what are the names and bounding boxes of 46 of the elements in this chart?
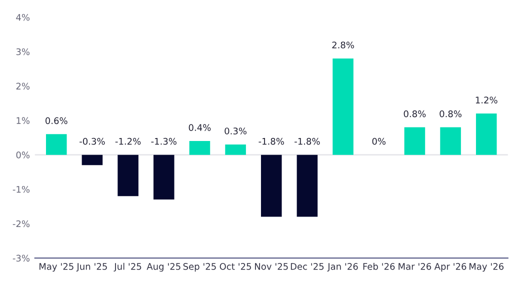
x-tick-label: Aug '25 <box>146 263 180 272</box>
data-label: -1.8% <box>258 138 284 145</box>
x-tick-label: Jun '25 <box>76 263 107 272</box>
bar <box>82 154 103 166</box>
data-label: 0.8% <box>404 110 426 118</box>
data-label: 0.3% <box>224 128 247 134</box>
bar <box>225 144 246 155</box>
y-tick-label: 2% <box>16 82 30 90</box>
y-tick-label: -1% <box>12 186 30 193</box>
bar <box>476 114 497 155</box>
x-tick-label: Dec '25 <box>290 263 324 270</box>
y-tick-label: 1% <box>16 117 30 124</box>
x-tick-label: May '26 <box>470 263 504 272</box>
x-tick-label: May '25 <box>40 263 74 272</box>
bar <box>404 127 426 155</box>
data-label: -0.3% <box>80 138 105 145</box>
x-tick-label: Apr '26 <box>434 263 466 272</box>
data-label: 2.8% <box>332 42 354 48</box>
y-tick-label: -3% <box>12 254 30 262</box>
y-tick-label: 3% <box>16 48 30 56</box>
bar <box>440 127 461 155</box>
x-tick-label: Mar '26 <box>398 263 432 270</box>
x-tick-label: Sep '25 <box>183 263 216 272</box>
x-tick-label: Oct '25 <box>220 263 251 270</box>
bar <box>296 154 318 217</box>
bar <box>46 134 67 155</box>
data-label: 0.6% <box>46 117 68 124</box>
bar <box>118 154 138 196</box>
x-tick-label: Jul '25 <box>114 262 142 272</box>
bar <box>189 141 210 155</box>
y-tick-label: 4% <box>16 14 30 21</box>
y-tick-label: 0% <box>16 152 30 158</box>
data-label: 0.8% <box>440 110 462 118</box>
bar <box>332 58 354 155</box>
x-tick-label: Jan '26 <box>327 263 358 272</box>
data-label: -1.8% <box>294 138 320 145</box>
data-label: 0.4% <box>188 124 211 131</box>
y-tick-label: -2% <box>12 220 30 228</box>
x-tick-label: Nov '25 <box>255 263 288 270</box>
data-label: -1.3% <box>151 138 176 145</box>
data-label: -1.2% <box>115 138 141 145</box>
bar <box>260 154 282 217</box>
bar <box>153 154 174 200</box>
x-tick-label: Feb '26 <box>363 262 395 270</box>
data-label: 1.2% <box>476 96 498 104</box>
data-label: 0% <box>372 138 386 145</box>
